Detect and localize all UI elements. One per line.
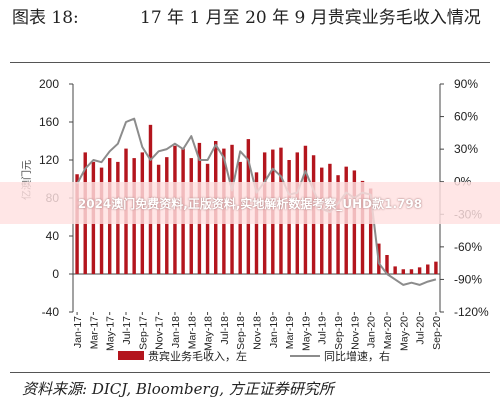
- left-tick-label: 200: [39, 77, 59, 91]
- x-tick-label: Jan-17: [72, 316, 84, 348]
- x-tick-label: May-18: [203, 316, 215, 351]
- bar: [434, 261, 438, 274]
- x-tick-label: Jul-17: [121, 316, 133, 345]
- bar: [417, 267, 422, 274]
- x-tick-label: Sep-18: [235, 316, 247, 350]
- bar: [385, 255, 389, 274]
- legend-bar-label: 贵宾业务毛收入，左: [148, 349, 247, 363]
- x-tick-label: Jul-20: [415, 316, 427, 345]
- overlay-banner: 2024澳门免费资料,正版资料,实地解析数据考察_UHD款1.798: [0, 182, 500, 224]
- left-tick-label: 40: [46, 229, 60, 243]
- x-tick-label: Sep-17: [137, 316, 149, 350]
- legend-line-label: 同比增速，右: [324, 349, 390, 363]
- left-tick-label: -40: [42, 305, 60, 319]
- x-tick-label: Jan-18: [170, 316, 182, 348]
- figure-number: 图表 18:: [12, 8, 79, 28]
- x-tick-label: Jul-18: [219, 316, 231, 345]
- x-tick-label: Sep-20: [431, 316, 443, 350]
- x-tick-label: Nov-19: [349, 316, 361, 350]
- x-tick-label: Mar-17: [88, 316, 100, 349]
- x-tick-label: Mar-19: [284, 316, 296, 349]
- top-divider: [10, 62, 490, 63]
- left-tick-label: 0: [52, 267, 59, 281]
- x-tick-label: Mar-18: [186, 316, 198, 349]
- legend-bar-swatch: [118, 351, 144, 360]
- right-tick-label: -90%: [454, 272, 482, 286]
- overlay-banner-text: 2024澳门免费资料,正版资料,实地解析数据考察_UHD款1.798: [77, 196, 423, 211]
- bar: [75, 174, 79, 274]
- right-tick-label: 90%: [454, 77, 478, 91]
- bar: [401, 269, 406, 274]
- bar: [426, 264, 430, 274]
- right-tick-label: 60%: [454, 110, 478, 124]
- x-tick-label: Sep-19: [333, 316, 345, 350]
- x-tick-label: Jan-20: [366, 316, 378, 348]
- right-tick-label: -120%: [454, 305, 489, 319]
- right-tick-label: -60%: [454, 240, 482, 254]
- x-tick-label: May-17: [105, 316, 117, 351]
- right-tick-label: 30%: [454, 142, 478, 156]
- x-tick-label: May-20: [398, 316, 410, 351]
- x-tick-label: May-19: [300, 316, 312, 351]
- bar: [360, 180, 365, 274]
- x-tick-label: Nov-18: [252, 316, 264, 350]
- x-tick-label: Jul-19: [317, 316, 329, 345]
- bar: [393, 266, 397, 274]
- source-note: 资料来源: DICJ, Bloomberg, 方正证券研究所: [22, 380, 334, 398]
- x-tick-label: Nov-17: [154, 316, 166, 350]
- bar: [336, 175, 340, 274]
- bar: [409, 269, 414, 274]
- left-tick-label: 160: [39, 115, 59, 129]
- chart-title: 图表 18: 17 年 1 月至 20 年 9 月贵宾业务毛收入情况: [12, 4, 492, 32]
- left-tick-label: 120: [39, 153, 59, 167]
- x-tick-label: Mar-20: [382, 316, 394, 349]
- x-tick-label: Jan-19: [268, 316, 280, 348]
- bar: [368, 188, 373, 274]
- bottom-divider: [10, 372, 490, 373]
- figure-title: 17 年 1 月至 20 年 9 月贵宾业务毛收入情况: [140, 8, 481, 28]
